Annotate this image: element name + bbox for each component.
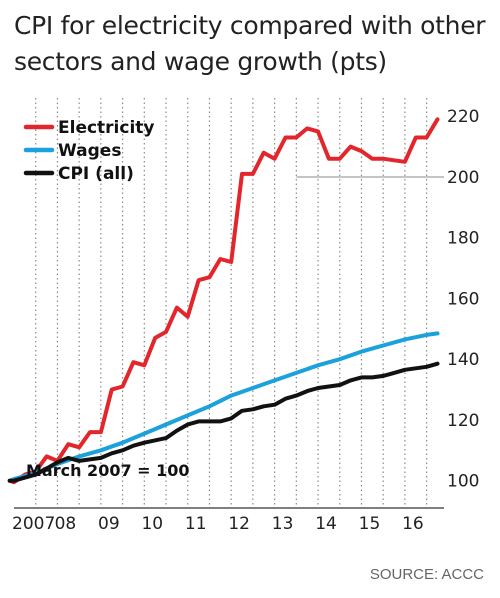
- legend-item-wages: Wages: [23, 141, 121, 161]
- chart-title: CPI for electricity compared with other …: [14, 11, 486, 76]
- series-line-wages: [7, 331, 440, 483]
- x-tick-label: 08: [55, 514, 77, 534]
- series-line-cpi-all: [7, 361, 440, 483]
- base-note: March 2007 = 100: [26, 461, 190, 480]
- source-credit: SOURCE: ACCC: [369, 566, 484, 583]
- grid: [14, 98, 444, 509]
- legend-item-electricity: Electricity: [23, 118, 155, 138]
- x-tick-label: 2007: [12, 514, 55, 534]
- x-tick-label: 09: [98, 514, 120, 534]
- y-tick-label: 100: [447, 472, 479, 492]
- series-lines: [7, 117, 440, 485]
- legend-item-cpi: CPI (all): [23, 164, 134, 184]
- legend: Electricity Wages CPI (all): [23, 118, 155, 184]
- y-tick-label: 160: [447, 289, 479, 309]
- series-line-electricity: [7, 117, 440, 485]
- legend-label-electricity: Electricity: [58, 118, 155, 138]
- y-tick-label: 180: [447, 229, 479, 249]
- x-tick-label: 16: [402, 514, 424, 534]
- x-tick-label: 11: [185, 514, 207, 534]
- y-tick-label: 200: [447, 168, 479, 188]
- y-tick-label: 220: [447, 107, 479, 127]
- y-axis-ticks: 100 120 140 160 180 200 220: [447, 107, 479, 491]
- x-axis-ticks: 2007 08 09 10 11 12 13 14 15 16: [12, 514, 424, 534]
- x-tick-label: 13: [272, 514, 294, 534]
- x-tick-label: 10: [141, 514, 163, 534]
- legend-label-cpi: CPI (all): [58, 164, 134, 184]
- y-tick-label: 120: [447, 411, 479, 431]
- x-tick-label: 12: [228, 514, 250, 534]
- legend-label-wages: Wages: [58, 141, 121, 161]
- y-tick-label: 140: [447, 350, 479, 370]
- x-tick-label: 14: [315, 514, 337, 534]
- x-tick-label: 15: [359, 514, 381, 534]
